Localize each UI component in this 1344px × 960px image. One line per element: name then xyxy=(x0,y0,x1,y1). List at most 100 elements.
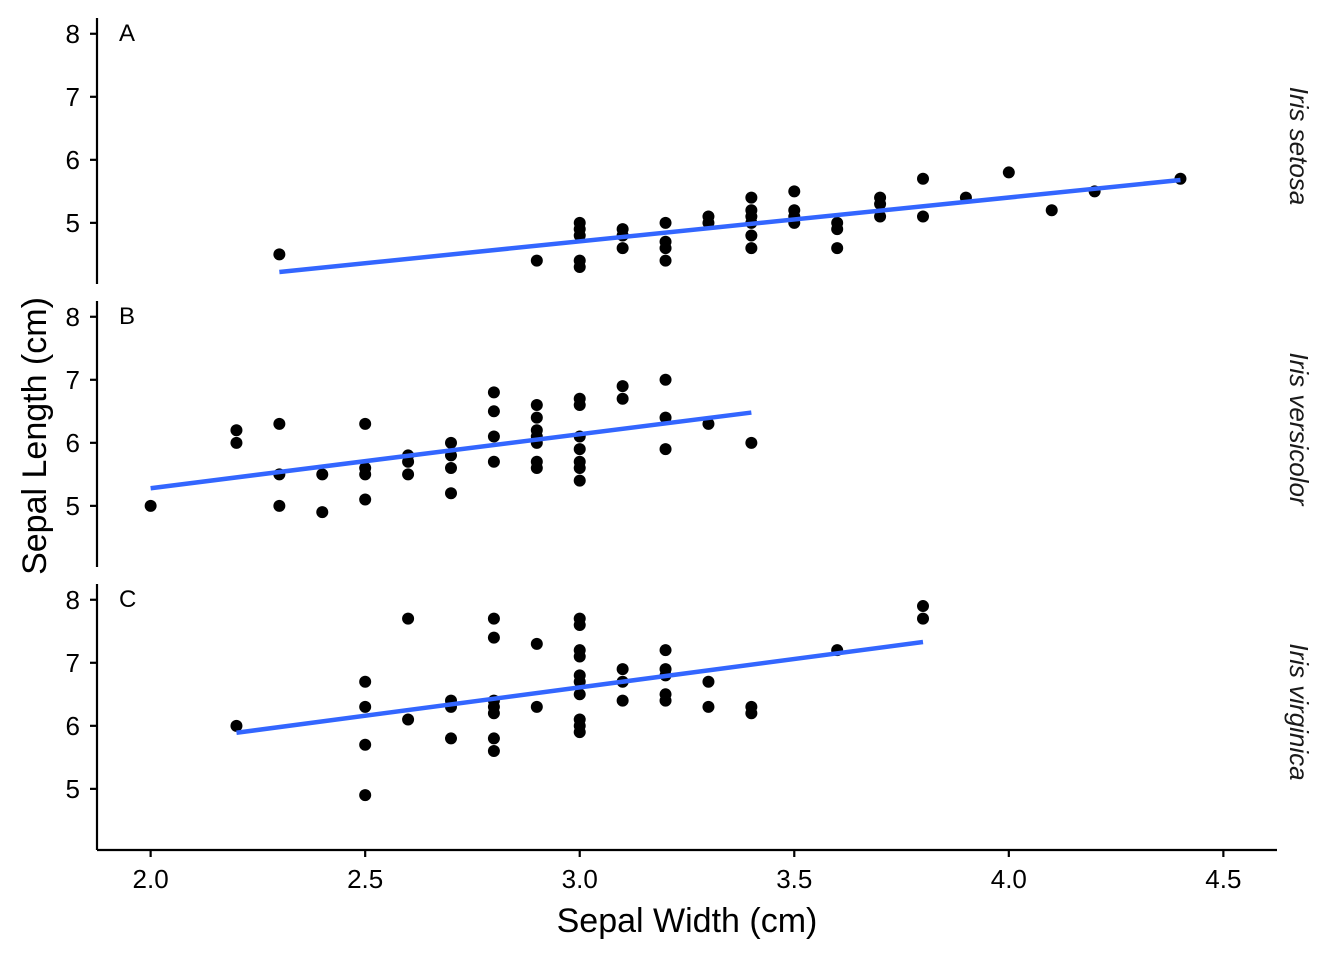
data-point xyxy=(230,424,243,437)
data-point xyxy=(445,436,457,449)
y-axis-title: Sepal Length (cm) xyxy=(16,297,54,575)
data-point xyxy=(702,675,715,688)
data-point xyxy=(273,499,286,512)
panel-tag: B xyxy=(119,303,135,330)
data-point xyxy=(487,631,500,644)
data-point xyxy=(273,248,286,261)
y-tick-label: 5 xyxy=(66,774,80,804)
data-point xyxy=(659,411,672,424)
data-point xyxy=(659,373,672,386)
data-point xyxy=(445,462,457,475)
data-point xyxy=(573,216,586,229)
data-point xyxy=(573,612,586,625)
strip-label: Iris virginica xyxy=(1284,643,1314,780)
data-point xyxy=(359,493,372,506)
data-point xyxy=(573,474,586,487)
y-tick-label: 5 xyxy=(66,208,80,238)
data-point xyxy=(874,191,887,204)
data-point xyxy=(573,443,586,456)
data-point xyxy=(573,688,586,701)
data-point xyxy=(659,443,672,456)
data-point xyxy=(445,487,457,500)
data-point xyxy=(917,600,929,613)
data-point xyxy=(745,700,758,713)
data-point xyxy=(573,254,586,267)
data-point xyxy=(831,216,844,229)
data-point xyxy=(230,436,243,449)
fit-line xyxy=(150,410,752,491)
data-point xyxy=(616,663,629,676)
data-point xyxy=(402,713,415,726)
data-point xyxy=(530,254,543,267)
x-axis-title: Sepal Width (cm) xyxy=(557,902,818,940)
x-tick-label: 2.0 xyxy=(133,864,169,894)
data-point xyxy=(359,700,372,713)
strip-label: Iris setosa xyxy=(1284,87,1314,206)
panel-b: 5 6 7 8 B Iris versicolor xyxy=(66,301,1314,567)
panel-tag: A xyxy=(119,20,135,47)
data-point xyxy=(573,392,586,405)
data-point xyxy=(702,700,715,713)
data-point xyxy=(702,417,715,430)
x-tick-label: 2.5 xyxy=(347,864,383,894)
data-point xyxy=(530,455,543,468)
data-point xyxy=(487,732,500,745)
chart-panels: 5 6 7 8 A Iris setosa 5 6 7 8 B Iris versicolor 5 6 7 8… xyxy=(66,18,1314,850)
data-point xyxy=(659,235,672,248)
data-point xyxy=(487,386,500,399)
data-point xyxy=(530,399,543,412)
y-tick-label: 6 xyxy=(66,428,80,458)
data-point xyxy=(659,663,672,676)
data-point xyxy=(831,242,844,255)
y-tick-label: 6 xyxy=(66,711,80,741)
data-point xyxy=(573,669,586,682)
data-point xyxy=(445,732,457,745)
data-point xyxy=(874,210,887,223)
data-point xyxy=(316,468,329,481)
data-point xyxy=(487,405,500,418)
y-tick-label: 8 xyxy=(66,19,80,49)
data-point xyxy=(745,436,758,449)
data-point xyxy=(487,745,500,758)
data-point xyxy=(917,172,929,185)
fit-line xyxy=(236,639,924,735)
data-point xyxy=(745,204,758,217)
x-tick-label: 4.5 xyxy=(1205,864,1241,894)
data-point xyxy=(359,675,372,688)
strip-label: Iris versicolor xyxy=(1284,352,1314,506)
x-tick-label: 3.0 xyxy=(562,864,598,894)
data-point xyxy=(659,216,672,229)
data-point xyxy=(788,204,801,217)
data-point xyxy=(402,612,415,625)
data-point xyxy=(359,462,372,475)
x-axis: 2.0 2.5 3.0 3.5 4.0 4.5 xyxy=(97,848,1277,894)
data-point xyxy=(917,612,929,625)
data-point xyxy=(316,506,329,519)
data-point xyxy=(917,210,929,223)
y-tick-label: 7 xyxy=(66,82,80,112)
data-point xyxy=(659,688,672,701)
data-point xyxy=(1002,166,1015,179)
panel-tag: C xyxy=(119,586,136,613)
data-point xyxy=(402,468,415,481)
data-point xyxy=(573,713,586,726)
x-tick-label: 3.5 xyxy=(776,864,812,894)
data-point xyxy=(530,637,543,650)
data-point xyxy=(487,612,500,625)
data-point xyxy=(788,185,801,198)
data-point xyxy=(745,229,758,242)
y-tick-label: 8 xyxy=(66,302,80,332)
panel-c: 5 6 7 8 C Iris virginica xyxy=(66,584,1314,850)
panel-a: 5 6 7 8 A Iris setosa xyxy=(66,18,1314,284)
data-point xyxy=(616,380,629,393)
data-point xyxy=(230,719,243,732)
data-point xyxy=(487,455,500,468)
data-point xyxy=(1045,204,1058,217)
data-point xyxy=(616,223,629,236)
y-tick-label: 7 xyxy=(66,365,80,395)
data-point xyxy=(573,455,586,468)
data-point xyxy=(659,644,672,657)
data-point xyxy=(359,789,372,802)
data-point xyxy=(530,700,543,713)
